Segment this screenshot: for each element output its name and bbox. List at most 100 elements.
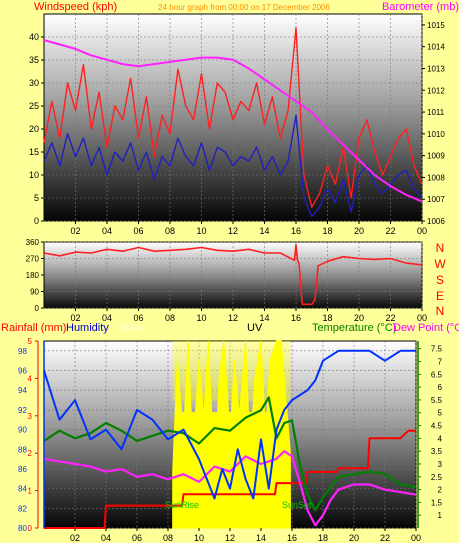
sunset-label: SunSet [282,500,312,510]
x-tick-label: 00 [411,533,421,543]
y-tick-label: 0 [35,304,40,313]
x-tick-label: 12 [228,313,238,323]
temp-tick-label: 7 [438,357,443,366]
y2-tick-label: 1007 [427,195,445,204]
x-tick-label: 18 [322,226,332,236]
x-tick-label: 22 [385,226,395,236]
x-tick-label: 00 [417,313,427,323]
y-tick-label: 30 [29,78,39,88]
compass-label: E [436,289,444,303]
x-tick-label: 16 [287,533,297,543]
x-tick-label: 14 [259,226,269,236]
legend-dewpoint: Dew Point (°C) [393,322,459,334]
x-tick-label: 12 [228,226,238,236]
y-tick-label: 20 [29,124,39,134]
y-tick-label: 5 [34,193,39,203]
period-title: 24 hour graph from 00:00 on 17 December … [158,3,330,12]
rain-tick-label: 0 [28,524,33,533]
wind-barometer-panel: 02 04 06 08 10 12 14 16 18 20 22 000510152025303540… [29,1,459,236]
legend-solar: Solar [118,322,144,334]
x-tick-label: 10 [194,533,204,543]
wind-series [43,27,423,218]
x-tick-label: 14 [256,533,266,543]
direction-line [43,244,423,306]
temp-tick-label: 2.5 [431,473,443,482]
x-tick-label: 18 [322,313,332,323]
compass-label: W [434,257,446,271]
wind-series-line [43,27,423,208]
x-tick-label: 06 [132,533,142,543]
rainfall-line [44,429,416,529]
y2-tick-label: 1014 [427,43,445,52]
temp-tick-label: 3.5 [431,447,443,456]
x-tick-label: 02 [70,533,80,543]
rain-tick-label: 2 [28,449,33,458]
rain-tick-label: 4 [28,374,33,383]
temp-tick-label: 3 [438,460,443,469]
x-tick-label: 04 [101,533,111,543]
humidity-tick-label: 96 [18,367,27,376]
x-tick-label: 10 [196,226,206,236]
x-tick-label: 14 [259,313,269,323]
humidity-tick-label: 92 [18,406,27,415]
humidity-tick-label: 80 [18,524,27,533]
compass-label: S [436,273,444,287]
temperature-line [43,396,417,512]
y-tick-label: 360 [26,238,40,247]
y-tick-label: 25 [29,101,39,111]
multi-panel: 02 04 06 08 10 12 14 16 18 20 22 000123458082848688… [1,322,459,543]
sunrise-label: SunRise [165,500,199,510]
temp-tick-label: 1.5 [431,498,443,507]
x-tick-label: 22 [385,313,395,323]
humidity-tick-label: 90 [18,426,27,435]
x-tick-label: 08 [165,313,175,323]
humidity-tick-label: 86 [18,465,27,474]
temp-tick-label: 4.5 [431,422,443,431]
temp-tick-label: 7.5 [431,345,443,354]
x-tick-label: 06 [133,313,143,323]
temp-tick-label: 1 [438,511,443,520]
x-tick-label: 20 [354,226,364,236]
y-tick-label: 10 [29,170,39,180]
x-tick-label: 16 [291,313,301,323]
y2-tick-label: 1012 [427,86,445,95]
x-tick-label: 22 [380,533,390,543]
y-tick-label: 270 [26,255,40,264]
temp-tick-label: 6.5 [431,370,443,379]
y2-tick-label: 1015 [427,21,445,30]
barometer-axis-title: Barometer (mb) [382,1,459,13]
wind-axis-ticks: 02 04 06 08 10 12 14 16 18 20 22 000510152025303540… [29,21,445,236]
humidity-tick-label: 84 [18,485,27,494]
y2-tick-label: 1009 [427,152,445,161]
x-tick-label: 08 [165,226,175,236]
x-tick-label: 06 [133,226,143,236]
wind-average-line [43,114,423,218]
x-tick-label: 02 [70,313,80,323]
humidity-tick-label: 94 [18,386,27,395]
rain-tick-label: 5 [28,337,33,346]
x-tick-label: 04 [102,313,112,323]
x-tick-label: 16 [291,226,301,236]
direction-series [43,244,423,306]
multi-axis-ticks: 02 04 06 08 10 12 14 16 18 20 22 000123458082848688… [18,337,443,543]
legend-uv: UV [247,322,263,334]
compass-labels: N W S E N [434,241,446,318]
x-tick-label: 10 [196,313,206,323]
multi-series [43,340,417,529]
humidity-tick-label: 82 [18,504,27,513]
humidity-tick-label: 98 [18,347,27,356]
x-tick-label: 02 [70,226,80,236]
x-tick-label: 12 [225,533,235,543]
y2-tick-label: 1006 [427,217,445,226]
legend-humidity: Humidity [66,322,109,334]
y-tick-label: 90 [30,288,39,297]
temp-tick-label: 5.5 [431,396,443,405]
y2-tick-label: 1013 [427,64,445,73]
humidity-line [43,349,416,500]
x-tick-label: 00 [417,226,427,236]
temp-tick-label: 4 [438,434,443,443]
barometer-line [43,39,423,203]
temp-tick-label: 6 [438,383,443,392]
wind-axis-title: Windspeed (kph) [34,1,117,13]
